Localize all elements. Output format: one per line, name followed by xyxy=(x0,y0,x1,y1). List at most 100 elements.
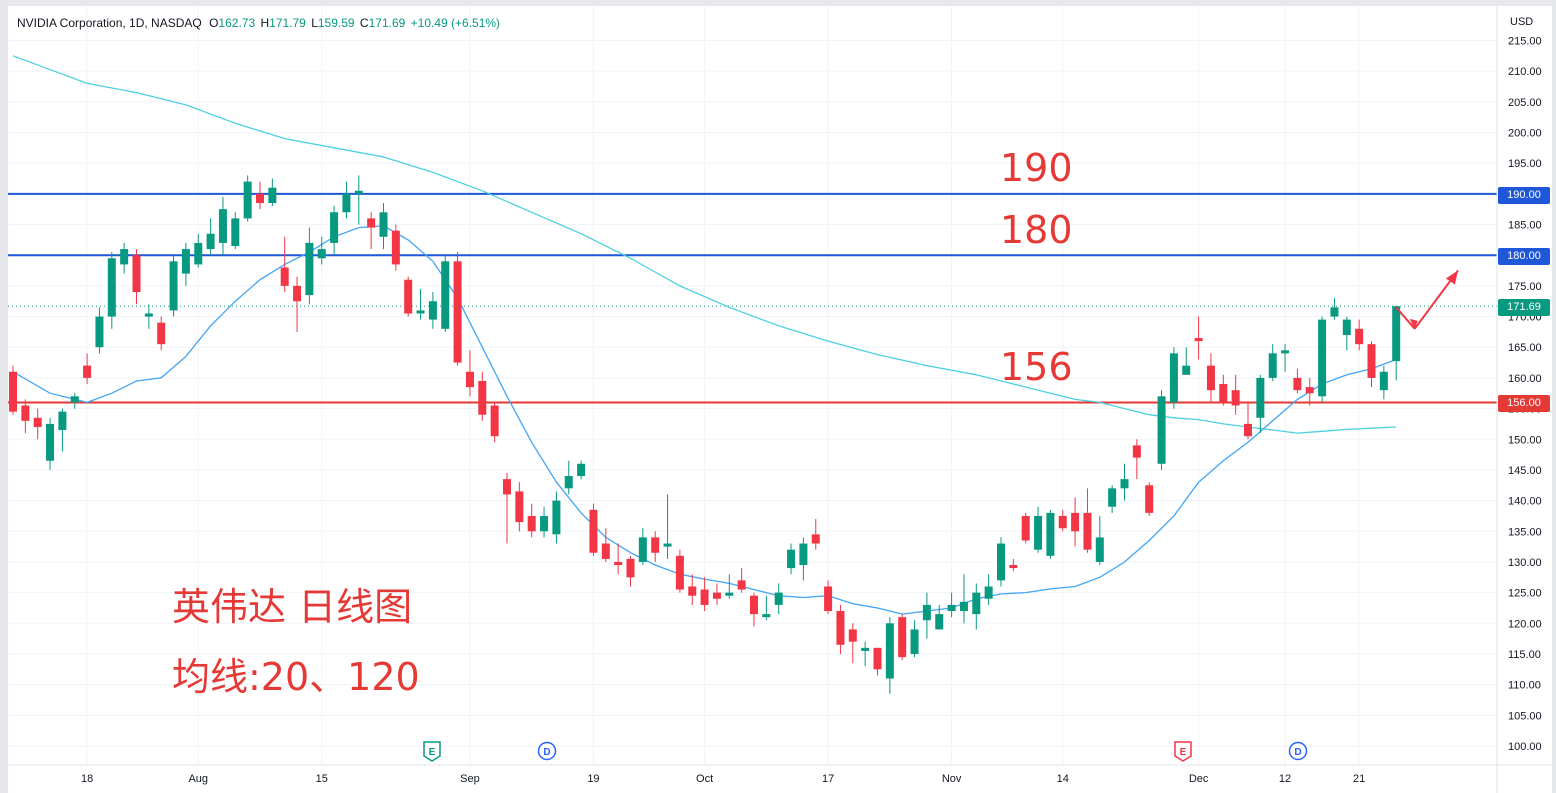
candle-body xyxy=(33,417,42,427)
price-tag-156: 156.00 xyxy=(1498,395,1550,412)
x-tick-label: 18 xyxy=(81,773,93,785)
y-tick-label: 215.00 xyxy=(1508,35,1542,47)
x-tick-label: Dec xyxy=(1189,773,1209,785)
low-label: L xyxy=(311,16,318,30)
candle-body xyxy=(614,561,623,566)
event-marker-label: D xyxy=(1294,747,1301,758)
low-value: 159.59 xyxy=(317,16,355,30)
y-tick-label: 160.00 xyxy=(1508,373,1542,385)
top-border xyxy=(0,0,1556,6)
candle-body xyxy=(1256,377,1265,418)
candle-body xyxy=(181,249,190,274)
y-tick-label: 200.00 xyxy=(1508,128,1542,140)
y-tick-label: 175.00 xyxy=(1508,281,1542,293)
candle-body xyxy=(638,537,647,562)
y-tick-label: 135.00 xyxy=(1508,526,1542,538)
candle-body xyxy=(107,258,116,317)
candle-body xyxy=(997,543,1005,581)
candle-body xyxy=(910,629,919,654)
y-tick-label: 125.00 xyxy=(1508,588,1542,600)
candle-body xyxy=(663,543,672,547)
y-tick-label: 110.00 xyxy=(1508,680,1541,692)
candle-body xyxy=(342,193,351,213)
candle-body xyxy=(465,371,474,388)
candle-body xyxy=(441,261,450,329)
x-tick-label: 15 xyxy=(316,773,328,785)
candle-body xyxy=(1379,371,1388,391)
candle-body xyxy=(1132,445,1141,458)
candle-body xyxy=(1206,365,1215,391)
x-tick-label: 17 xyxy=(822,773,834,785)
candle-body xyxy=(416,310,425,314)
dividend-marker-icon xyxy=(537,741,557,761)
candle-body xyxy=(58,411,67,431)
event-marker-label: E xyxy=(429,747,436,758)
y-tick-label: 150.00 xyxy=(1508,434,1542,446)
candle-body xyxy=(700,589,709,605)
candle-body xyxy=(428,301,437,320)
arrow-shaft-down xyxy=(1395,306,1416,330)
x-tick-label: Oct xyxy=(696,773,713,785)
arrow-head xyxy=(1445,270,1458,285)
candle-body xyxy=(1293,377,1302,391)
change-value: +10.49 (+6.51%) xyxy=(410,16,501,30)
candle-body xyxy=(1194,338,1203,342)
candle-body xyxy=(280,267,289,286)
candle-body xyxy=(354,190,363,194)
candle-body xyxy=(1071,512,1080,532)
candle-body xyxy=(675,555,684,590)
candle-body xyxy=(1342,319,1351,335)
open-value: 162.73 xyxy=(218,16,256,30)
candle-body xyxy=(1145,485,1154,513)
candle-body xyxy=(9,371,17,412)
y-tick-label: 210.00 xyxy=(1508,66,1542,78)
candle-body xyxy=(95,316,104,348)
candle-body xyxy=(1120,479,1129,489)
candle-body xyxy=(268,187,277,204)
price-tag-180: 180.00 xyxy=(1498,248,1550,265)
candle-body xyxy=(1182,365,1191,375)
chart-caption: 英伟达 日线图 xyxy=(172,585,413,629)
earnings-marker-icon xyxy=(1174,741,1192,762)
candle-body xyxy=(1244,423,1252,437)
candle-body xyxy=(688,586,697,596)
event-marker-label: E xyxy=(1180,747,1187,758)
close-label: C xyxy=(359,16,369,30)
candle-body xyxy=(750,595,758,615)
candle-body xyxy=(564,476,573,489)
y-tick-label: 195.00 xyxy=(1508,158,1542,170)
trend-arrow xyxy=(1395,269,1459,330)
left-border xyxy=(0,0,8,793)
candle-body xyxy=(1095,537,1104,562)
candle-body xyxy=(1355,328,1364,345)
annotation-190: 190 xyxy=(1000,146,1073,190)
candle-body xyxy=(873,647,882,670)
y-tick-label: 115.00 xyxy=(1508,649,1541,661)
x-tick-label: 21 xyxy=(1353,773,1365,785)
candle-body xyxy=(46,423,55,461)
candle-body xyxy=(478,380,487,415)
candle-body xyxy=(737,580,746,590)
high-value: 171.79 xyxy=(269,16,306,30)
candle-body xyxy=(885,623,894,679)
axes: 100.00 105.00 110.00 115.00 120.00 125.00 130.… xyxy=(8,6,1552,793)
candle-body xyxy=(1046,512,1055,556)
candle-body xyxy=(144,313,153,317)
candle-body xyxy=(1392,306,1401,362)
open-label: O xyxy=(209,16,219,30)
right-border xyxy=(1552,0,1556,793)
candle-body xyxy=(787,549,796,569)
candle-body xyxy=(21,405,30,421)
dividend-marker-icon xyxy=(1288,741,1308,761)
y-tick-label: 205.00 xyxy=(1508,97,1542,109)
price-tag-190: 190.00 xyxy=(1498,187,1550,204)
candle-body xyxy=(1021,515,1030,541)
candle-body xyxy=(836,611,845,645)
candle-body xyxy=(848,629,857,642)
candle-body xyxy=(503,479,511,495)
candle-body xyxy=(1367,344,1376,378)
candle-body xyxy=(1318,319,1327,397)
arrow-tip xyxy=(1409,318,1418,329)
candle-body xyxy=(1330,307,1339,317)
